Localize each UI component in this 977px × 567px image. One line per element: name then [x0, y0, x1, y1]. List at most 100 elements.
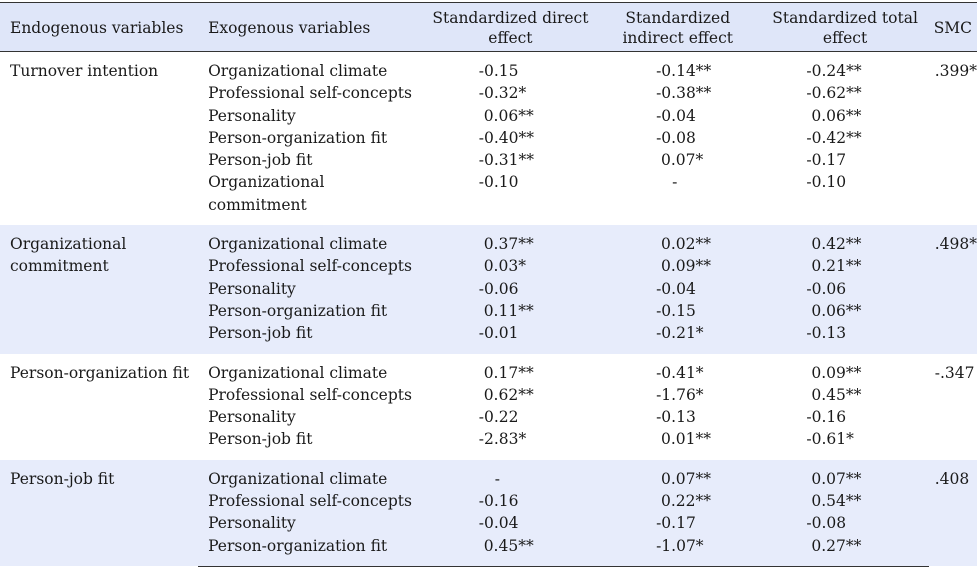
header-direct-effect: Standardized direct effect: [426, 2, 595, 52]
smc-value: .399*: [934, 62, 977, 80]
direct-value: 0.03*: [478, 257, 526, 276]
indirect-value: -0.15: [656, 301, 696, 320]
direct-value: 0.37**: [478, 235, 534, 254]
group-organizational-commitment: Organizational commitment Organizational…: [0, 225, 977, 354]
indirect-value: -: [672, 173, 678, 192]
total-value: 0.21**: [806, 257, 862, 276]
total-value: -0.62**: [806, 84, 862, 103]
table-row: Person-job fit -0.31** 0.07* -0.17: [0, 149, 977, 171]
indirect-value: 0.01**: [656, 430, 712, 449]
total-value: 0.54**: [806, 492, 862, 511]
indirect-value: -0.17: [656, 514, 696, 533]
total-value: -0.61*: [806, 430, 854, 449]
table-row: Professional self-concepts 0.03* 0.09** …: [0, 255, 977, 277]
exogenous-label: Person-job fit: [208, 324, 313, 343]
total-value: -0.16: [806, 408, 847, 427]
endogenous-label: Person-organization fit: [10, 363, 190, 382]
exogenous-label: Organizational climate: [208, 235, 388, 254]
total-value: 0.07**: [806, 469, 862, 488]
exogenous-label: Person-organization fit: [208, 128, 388, 147]
total-value: -0.13: [806, 324, 847, 343]
indirect-value: 0.07*: [656, 151, 704, 170]
direct-value: -0.22: [478, 408, 519, 427]
table-row: Professional self-concepts -0.32* -0.38*…: [0, 82, 977, 104]
exogenous-label: Person-job fit: [208, 430, 313, 449]
direct-value: 0.17**: [478, 363, 534, 382]
direct-value: -2.83*: [478, 430, 527, 449]
total-value: -0.17: [806, 151, 847, 170]
table-row: Personality 0.06** -0.04 0.06**: [0, 105, 977, 127]
exogenous-label: Personality: [208, 279, 296, 298]
direct-value: -0.16: [478, 492, 519, 511]
exogenous-label: Personality: [208, 514, 296, 533]
exogenous-label: Person-organization fit: [198, 534, 427, 567]
exogenous-label: Person-organization fit: [208, 301, 388, 320]
direct-value: 0.45**: [478, 536, 534, 555]
exogenous-label: Personality: [208, 408, 296, 427]
total-value: -0.08: [806, 514, 847, 533]
smc-value: .498*: [934, 235, 977, 254]
indirect-value: -0.04: [656, 106, 696, 125]
header-total-effect: Standardized total effect: [761, 2, 929, 52]
table-row: Professional self-concepts 0.62** -1.76*…: [0, 384, 977, 406]
direct-value: 0.62**: [478, 385, 534, 404]
exogenous-label: Professional self-concepts: [208, 385, 412, 404]
exogenous-label: Professional self-concepts: [208, 492, 412, 511]
table-row: Person-job fit -0.01 -0.21* -0.13: [0, 322, 977, 353]
indirect-value: 0.09**: [656, 257, 712, 276]
header-row: Endogenous variables Exogenous variables…: [0, 2, 977, 52]
indirect-value: 0.22**: [656, 492, 712, 511]
indirect-value: 0.07**: [656, 469, 712, 488]
indirect-value: -1.07*: [656, 536, 704, 555]
indirect-value: -1.76*: [656, 385, 704, 404]
endogenous-label: Turnover intention: [10, 62, 159, 80]
exogenous-label: Personality: [208, 106, 296, 125]
exogenous-label: Person-job fit: [208, 151, 313, 170]
exogenous-label: Organizational climate: [208, 62, 388, 80]
total-value: 0.42**: [806, 235, 862, 254]
smc-value: -.347: [934, 363, 975, 382]
table-row: Organizational commitment Organizational…: [0, 225, 977, 275]
direct-value: -0.10: [478, 173, 519, 192]
direct-value: -0.15: [478, 62, 519, 80]
group-person-job-fit: Person-job fit Organizational climate - …: [0, 459, 977, 567]
table-row: Personality -0.04 -0.17 -0.08: [0, 512, 977, 534]
indirect-value: 0.02**: [656, 235, 712, 254]
table-row: Person-job fit -2.83* 0.01** -0.61*: [0, 428, 977, 459]
indirect-value: -0.41*: [656, 363, 704, 382]
table-header: Endogenous variables Exogenous variables…: [0, 2, 977, 52]
total-value: -0.24**: [806, 62, 862, 80]
group-turnover-intention: Turnover intention Organizational climat…: [0, 52, 977, 226]
total-value: 0.27**: [806, 536, 862, 555]
table-row: Person-organization fit 0.11** -0.15 0.0…: [0, 300, 977, 322]
endogenous-label: Person-job fit: [10, 469, 115, 488]
endogenous-label: Organizational commitment: [10, 235, 127, 276]
indirect-value: -0.38**: [656, 84, 712, 103]
total-value: -0.42**: [806, 128, 862, 147]
header-endogenous: Endogenous variables: [0, 2, 199, 52]
indirect-value: -0.14**: [656, 62, 712, 80]
table-row: Person-organization fit -0.40** -0.08 -0…: [0, 127, 977, 149]
direct-value: -0.01: [478, 324, 519, 343]
table-row: Organizational commitment -0.10 - -0.10: [0, 171, 977, 225]
total-value: 0.06**: [806, 301, 862, 320]
indirect-value: -0.13: [656, 408, 696, 427]
direct-value: -0.04: [478, 514, 519, 533]
indirect-value: -0.04: [656, 279, 696, 298]
total-value: 0.45**: [806, 385, 862, 404]
indirect-value: -0.21*: [656, 324, 704, 343]
total-value: 0.06**: [806, 106, 862, 125]
exogenous-label: Organizational climate: [208, 363, 388, 382]
table-row: Professional self-concepts -0.16 0.22** …: [0, 490, 977, 512]
exogenous-label: Organizational commitment: [208, 173, 325, 214]
total-value: -0.06: [806, 279, 847, 298]
direct-value: -0.06: [478, 279, 519, 298]
exogenous-label: Professional self-concepts: [208, 84, 412, 103]
table-row: Turnover intention Organizational climat…: [0, 52, 977, 83]
exogenous-label: Professional self-concepts: [208, 257, 412, 276]
direct-value: -0.32*: [478, 84, 527, 103]
smc-value: .408: [934, 469, 970, 488]
header-exogenous: Exogenous variables: [198, 2, 427, 52]
total-value: -0.10: [806, 173, 847, 192]
